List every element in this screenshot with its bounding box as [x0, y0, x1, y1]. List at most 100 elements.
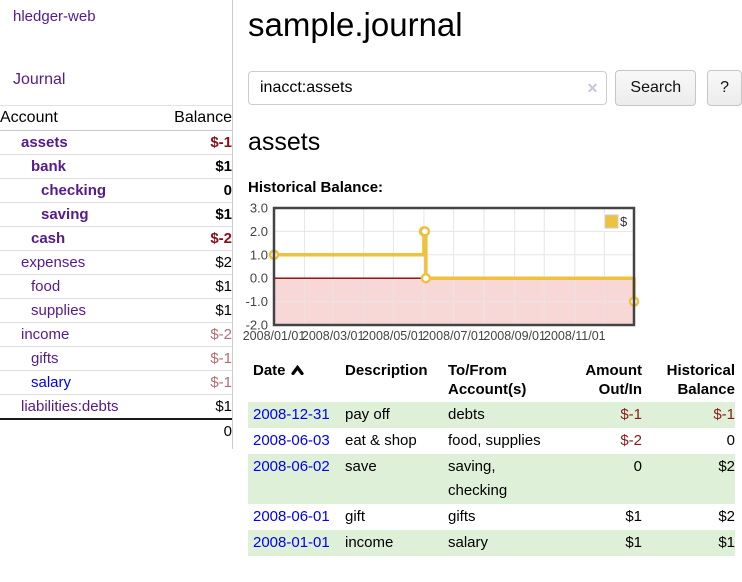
- account-link-checking[interactable]: checking: [41, 182, 107, 199]
- account-balance: $-1: [148, 370, 232, 395]
- clear-search-icon[interactable]: ✕: [586, 80, 599, 96]
- account-link-saving[interactable]: saving: [41, 206, 89, 223]
- register-row: 2008-06-03 eat & shop food, supplies $-2…: [248, 428, 735, 454]
- svg-text:2008/03/01: 2008/03/01: [302, 329, 365, 343]
- transaction-balance: 0: [726, 432, 735, 449]
- account-row: bank $1: [0, 154, 232, 179]
- transaction-description: save: [345, 458, 377, 475]
- svg-text:0.0: 0.0: [250, 271, 268, 286]
- sidebar-item-journal[interactable]: Journal: [13, 71, 66, 88]
- register-header-balance: Historical Balance: [666, 362, 735, 398]
- accounts-table: Account Balance assets $-1 bank $1 checkin…: [0, 105, 232, 443]
- search-input[interactable]: [248, 71, 608, 105]
- register-header-amount: Amount Out/In: [585, 362, 642, 398]
- balance-chart: $3.0 2.0 1.0 0.0 -1.0 -2.02008/01/012008/03/0…: [243, 201, 640, 343]
- register-row: 2008-01-01 income salary $1 $1: [248, 530, 735, 556]
- account-balance: 0: [148, 178, 232, 203]
- account-row: supplies $1: [0, 298, 232, 323]
- svg-text:1.0: 1.0: [250, 247, 268, 262]
- transaction-date-link[interactable]: 2008-06-03: [253, 432, 330, 449]
- transaction-description: eat & shop: [345, 432, 417, 449]
- account-row: salary $-1: [0, 370, 232, 395]
- account-link-expenses[interactable]: expenses: [21, 254, 86, 271]
- transaction-date-link[interactable]: 2008-06-01: [253, 508, 330, 525]
- transaction-date-link[interactable]: 2008-06-02: [253, 458, 330, 475]
- account-link-liabilities-debts[interactable]: liabilities:debts: [21, 398, 119, 415]
- account-balance: $2: [148, 250, 232, 275]
- accounts-total-row: 0: [0, 418, 232, 443]
- register-header-row: Date Description To/From Account(s) Amoun…: [248, 361, 735, 402]
- transaction-accounts: debts: [448, 406, 485, 423]
- svg-text:2008/01/01: 2008/01/01: [243, 329, 306, 343]
- account-row: cash $-2: [0, 226, 232, 251]
- account-link-cash[interactable]: cash: [31, 230, 66, 247]
- transaction-amount: $-2: [620, 432, 642, 449]
- transaction-balance: $-1: [713, 406, 735, 423]
- account-balance: $-1: [148, 130, 232, 155]
- account-balance: $1: [148, 202, 232, 227]
- account-link-salary[interactable]: salary: [31, 374, 72, 391]
- svg-text:2008/11/01: 2008/11/01: [544, 329, 606, 343]
- transaction-accounts: food, supplies: [448, 432, 541, 449]
- svg-text:2008/07/01: 2008/07/01: [422, 329, 485, 343]
- account-link-gifts[interactable]: gifts: [31, 350, 59, 367]
- transaction-amount: $1: [625, 508, 642, 525]
- transaction-description: income: [345, 534, 394, 551]
- transaction-description: gift: [345, 508, 366, 525]
- search-button[interactable]: Search: [615, 70, 697, 106]
- accounts-header-balance: Balance: [148, 105, 232, 131]
- account-link-income[interactable]: income: [21, 326, 70, 343]
- transaction-date-link[interactable]: 2008-01-01: [253, 534, 330, 551]
- svg-text:2008/05/01: 2008/05/01: [362, 329, 425, 343]
- transaction-amount: 0: [633, 458, 642, 475]
- account-balance: $1: [148, 154, 232, 179]
- account-link-food[interactable]: food: [31, 278, 61, 295]
- transaction-amount: $-1: [620, 406, 642, 423]
- register-header-accounts: To/From Account(s): [448, 362, 527, 398]
- accounts-header-account: Account: [0, 105, 148, 131]
- transaction-amount: $1: [625, 534, 642, 551]
- account-link-bank[interactable]: bank: [31, 158, 67, 175]
- help-button[interactable]: ?: [707, 70, 742, 106]
- transaction-balance: $2: [718, 508, 735, 525]
- register-row: 2008-06-01 gift gifts $1 $2: [248, 504, 735, 530]
- transaction-date-link[interactable]: 2008-12-31: [253, 406, 330, 423]
- svg-text:$: $: [620, 214, 628, 229]
- svg-text:-2.0: -2.0: [246, 318, 268, 333]
- account-page-title: assets: [248, 128, 321, 156]
- transaction-balance: $2: [718, 458, 735, 475]
- account-row: food $1: [0, 274, 232, 299]
- svg-text:-1.0: -1.0: [246, 294, 268, 309]
- app-title-link[interactable]: hledger-web: [13, 8, 96, 25]
- account-row: expenses $2: [0, 250, 232, 275]
- account-link-supplies[interactable]: supplies: [31, 302, 87, 319]
- account-row: gifts $-1: [0, 346, 232, 371]
- account-row: checking 0: [0, 178, 232, 203]
- transaction-accounts: gifts: [448, 508, 476, 525]
- account-balance: $1: [148, 274, 232, 299]
- account-balance: $1: [148, 298, 232, 323]
- search-form: ✕ Search ?: [248, 70, 742, 106]
- account-balance: $-2: [148, 226, 232, 251]
- svg-text:2.0: 2.0: [250, 224, 268, 239]
- svg-text:2008/09/01: 2008/09/01: [483, 329, 546, 343]
- transaction-description: pay off: [345, 406, 390, 423]
- transaction-balance: $1: [718, 534, 735, 551]
- account-balance: $-2: [148, 322, 232, 347]
- register-row: 2008-12-31 pay off debts $-1 $-1: [248, 402, 735, 428]
- register-table: Date Description To/From Account(s) Amoun…: [248, 361, 735, 556]
- account-row: liabilities:debts $1: [0, 394, 232, 419]
- chart-heading: Historical Balance:: [248, 179, 384, 196]
- register-row: 2008-06-02 save saving, checking 0 $2: [248, 454, 735, 504]
- svg-text:3.0: 3.0: [250, 201, 268, 216]
- sidebar: hledger-web Journal Account Balance asse…: [0, 0, 233, 449]
- account-link-assets[interactable]: assets: [21, 134, 68, 151]
- account-balance: $1: [148, 394, 232, 419]
- accounts-total: 0: [148, 418, 232, 443]
- register-header-date: Date: [248, 361, 345, 402]
- account-row: assets $-1: [0, 130, 232, 155]
- transaction-accounts: salary: [448, 534, 489, 551]
- account-row: saving $1: [0, 202, 232, 227]
- main-content: sample.journal ✕ Search ? assets Histori…: [243, 0, 742, 556]
- register-header-description: Description: [345, 362, 428, 379]
